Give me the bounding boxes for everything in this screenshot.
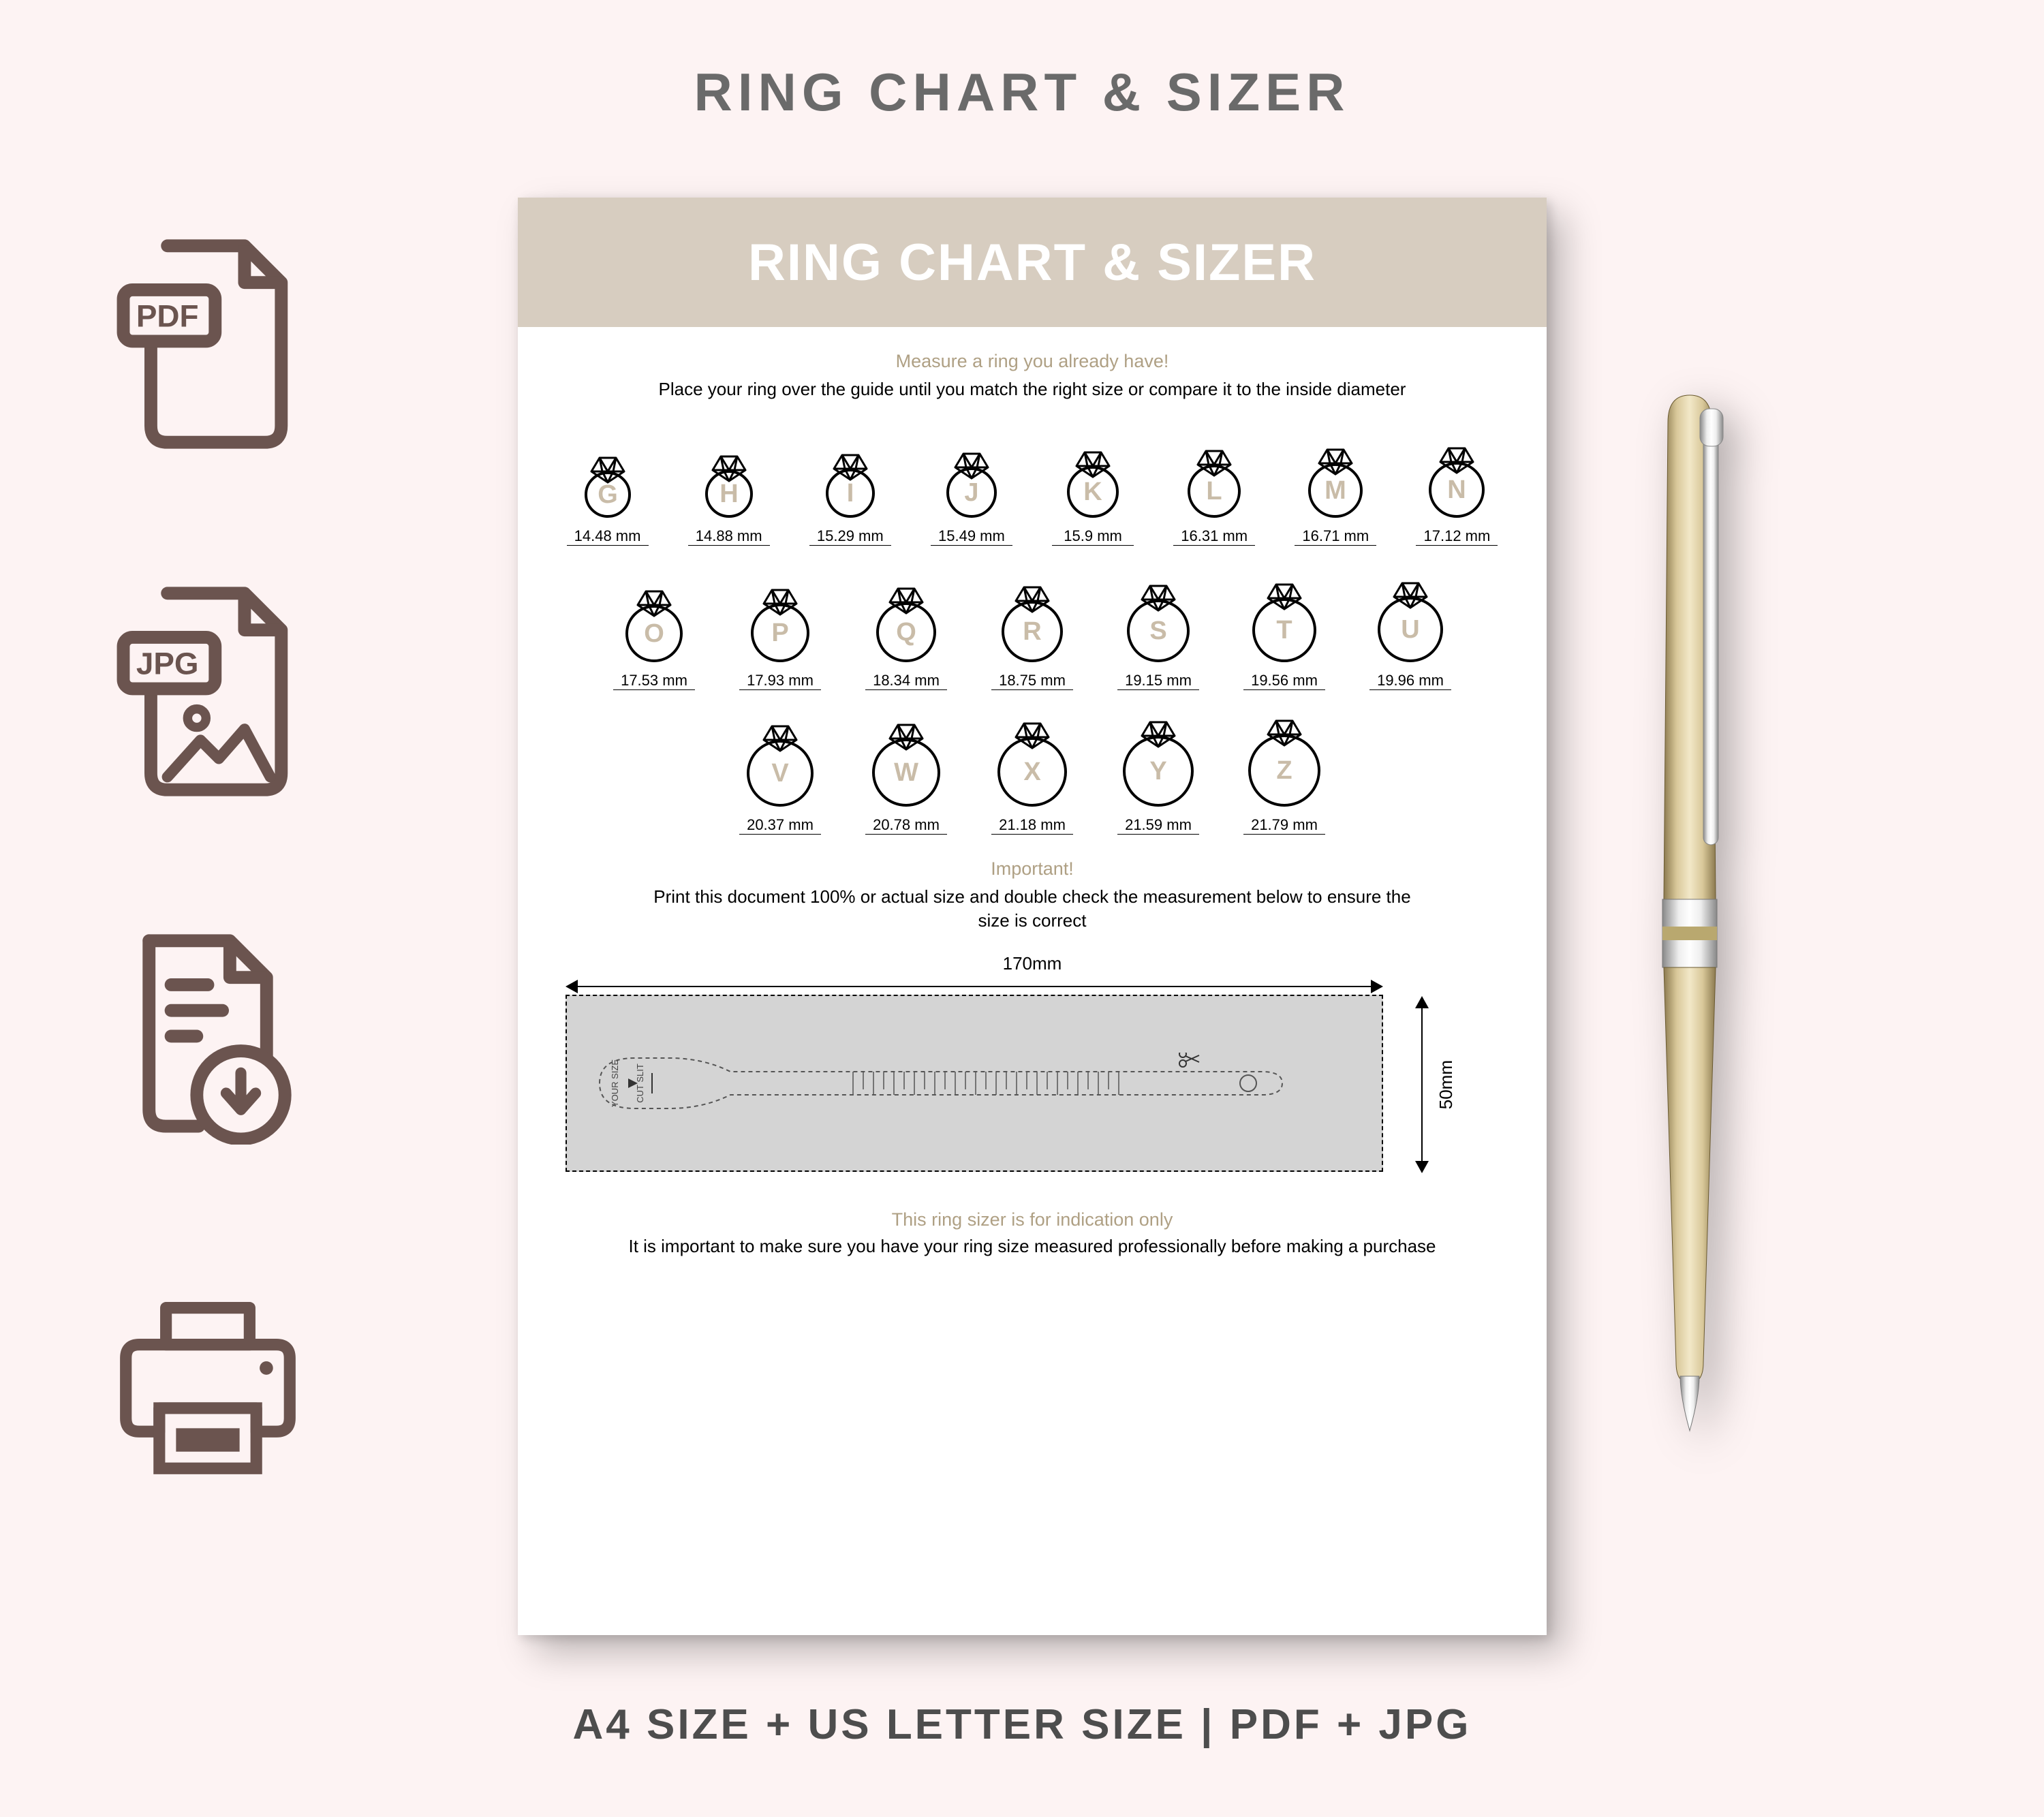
ring-mm-label: 18.34 mm (865, 669, 947, 690)
height-dimension-arrow (1414, 996, 1430, 1173)
printer-icon (116, 1281, 300, 1492)
svg-text:I: I (847, 479, 854, 508)
svg-text:YOUR SIZE: YOUR SIZE (610, 1059, 620, 1107)
ring-size-cell: K 15.9 mm (1044, 425, 1142, 546)
ring-size-cell: W 20.78 mm (855, 714, 957, 835)
ring-size-cell: Z 21.79 mm (1233, 714, 1335, 835)
ring-mm-label: 20.37 mm (739, 813, 821, 835)
svg-text:X: X (1023, 758, 1041, 786)
ring-size-cell: Y 21.59 mm (1107, 714, 1209, 835)
svg-text:N: N (1448, 476, 1466, 504)
ruler-width-label: 170mm (566, 953, 1499, 974)
ring-mm-label: 14.48 mm (567, 525, 649, 546)
svg-text:O: O (644, 619, 664, 648)
ring-mm-label: 21.79 mm (1243, 813, 1325, 835)
file-format-icons: PDF JPG (116, 238, 300, 1492)
ring-size-cell: L 16.31 mm (1166, 425, 1263, 546)
ring-mm-label: 15.9 mm (1052, 525, 1134, 546)
width-dimension-arrow (566, 978, 1383, 995)
ring-size-cell: Q 18.34 mm (855, 570, 957, 690)
ring-size-cell: I 15.29 mm (801, 425, 899, 546)
measure-heading: Measure a ring you already have! (518, 351, 1547, 372)
ruler-box: YOUR SIZE CUT SLIT (566, 995, 1383, 1172)
svg-text:H: H (719, 480, 738, 508)
download-icon (116, 933, 300, 1145)
scissors-icon (1179, 1053, 1199, 1067)
ring-mm-label: 20.78 mm (865, 813, 947, 835)
svg-text:Q: Q (896, 618, 916, 647)
ring-mm-label: 14.88 mm (688, 525, 770, 546)
ring-size-cell: U 19.96 mm (1359, 570, 1461, 690)
ring-mm-label: 19.96 mm (1369, 669, 1451, 690)
ring-size-cell: S 19.15 mm (1107, 570, 1209, 690)
ring-mm-label: 17.93 mm (739, 669, 821, 690)
svg-text:R: R (1023, 617, 1041, 646)
ring-mm-label: 18.75 mm (991, 669, 1073, 690)
ring-mm-label: 21.18 mm (991, 813, 1073, 835)
ring-size-cell: V 20.37 mm (729, 714, 831, 835)
ring-size-cell: J 15.49 mm (923, 425, 1020, 546)
svg-text:G: G (598, 480, 618, 509)
ring-size-cell: H 14.88 mm (680, 425, 777, 546)
disclaimer-text: It is important to make sure you have yo… (518, 1234, 1547, 1258)
svg-text:J: J (964, 478, 978, 507)
pdf-icon: PDF (116, 238, 300, 450)
svg-text:P: P (771, 619, 788, 647)
ruler-height-label: 50mm (1436, 1060, 1457, 1109)
disclaimer-heading: This ring sizer is for indication only (518, 1209, 1547, 1230)
jpg-icon: JPG (116, 586, 300, 797)
svg-text:M: M (1325, 476, 1346, 505)
ring-mm-label: 17.12 mm (1416, 525, 1498, 546)
ring-mm-label: 16.31 mm (1173, 525, 1255, 546)
ring-mm-label: 19.56 mm (1243, 669, 1325, 690)
pen-icon (1635, 382, 1744, 1444)
ring-mm-label: 15.49 mm (931, 525, 1012, 546)
ring-chart-sheet: RING CHART & SIZER Measure a ring you al… (518, 198, 1547, 1635)
svg-text:T: T (1276, 616, 1292, 645)
svg-text:U: U (1401, 615, 1419, 644)
ring-size-cell: R 18.75 mm (981, 570, 1083, 690)
svg-text:K: K (1083, 478, 1102, 506)
jpg-label: JPG (136, 646, 199, 681)
ring-size-cell: X 21.18 mm (981, 714, 1083, 835)
sheet-header: RING CHART & SIZER (518, 198, 1547, 327)
pdf-label: PDF (136, 298, 199, 333)
footer-text: A4 SIZE + US LETTER SIZE | PDF + JPG (0, 1700, 2044, 1749)
sizer-strip-icon: YOUR SIZE CUT SLIT (594, 1053, 1330, 1114)
ring-size-cell: T 19.56 mm (1233, 570, 1335, 690)
ring-mm-label: 17.53 mm (613, 669, 695, 690)
important-heading: Important! (566, 858, 1499, 880)
svg-text:L: L (1207, 477, 1222, 506)
svg-text:Y: Y (1149, 757, 1166, 786)
ring-size-cell: O 17.53 mm (603, 570, 705, 690)
ring-size-grid: G 14.48 mm H 14.88 mm I 15.29 mm (518, 425, 1547, 835)
important-text: Print this document 100% or actual size … (566, 885, 1499, 933)
ring-mm-label: 16.71 mm (1295, 525, 1376, 546)
ring-size-cell: M 16.71 mm (1287, 425, 1384, 546)
svg-text:W: W (894, 758, 918, 787)
ring-mm-label: 15.29 mm (809, 525, 891, 546)
svg-text:Z: Z (1276, 756, 1292, 785)
ring-size-cell: N 17.12 mm (1408, 425, 1506, 546)
page-title: RING CHART & SIZER (0, 61, 2044, 123)
measure-instructions: Place your ring over the guide until you… (518, 377, 1547, 401)
ring-mm-label: 21.59 mm (1117, 813, 1199, 835)
ring-mm-label: 19.15 mm (1117, 669, 1199, 690)
ring-size-cell: P 17.93 mm (729, 570, 831, 690)
svg-text:V: V (771, 759, 789, 788)
svg-text:S: S (1149, 617, 1166, 645)
ring-size-cell: G 14.48 mm (559, 425, 656, 546)
